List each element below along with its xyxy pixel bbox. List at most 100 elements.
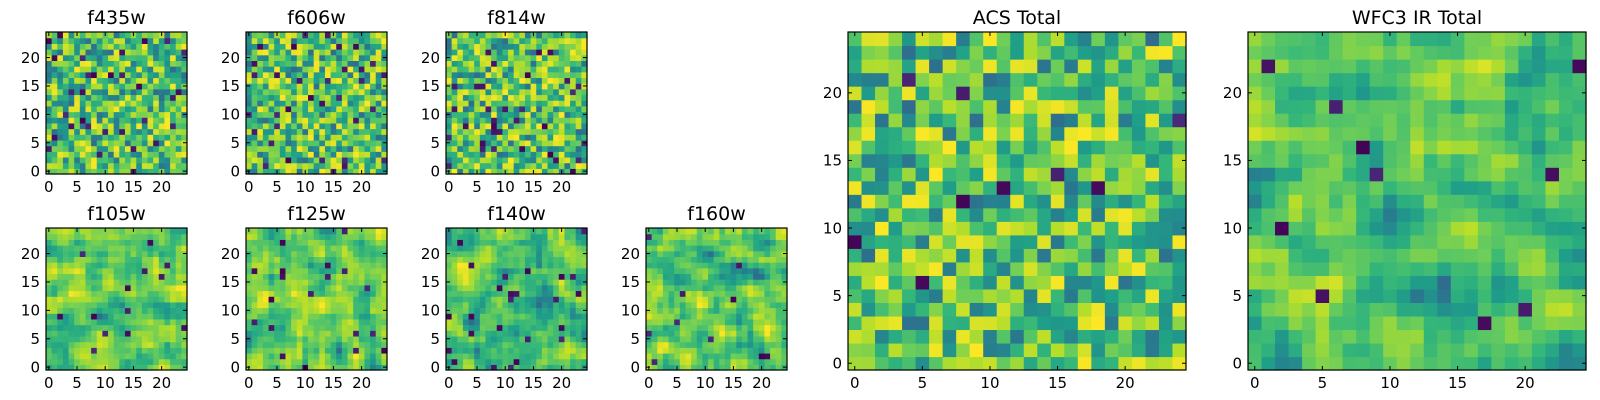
heatmap-cell bbox=[153, 117, 160, 124]
heatmap-cell bbox=[1050, 221, 1065, 236]
heatmap-cell bbox=[119, 54, 126, 61]
heatmap-cell bbox=[302, 341, 309, 348]
heatmap-cell bbox=[51, 71, 58, 79]
heatmap-cell bbox=[558, 60, 566, 67]
heatmap-cell bbox=[319, 71, 326, 79]
heatmap-cell bbox=[915, 167, 930, 182]
heatmap-cell bbox=[147, 347, 154, 354]
heatmap-cell bbox=[124, 117, 132, 124]
heatmap-cell bbox=[519, 358, 526, 365]
heatmap-cell bbox=[581, 128, 588, 135]
heatmap-cell bbox=[491, 134, 498, 141]
heatmap-cell bbox=[474, 43, 481, 50]
heatmap-cell bbox=[575, 233, 582, 240]
heatmap-cell bbox=[536, 301, 543, 309]
heatmap-cell bbox=[108, 233, 115, 240]
heatmap-cell bbox=[141, 267, 149, 275]
axes-frame bbox=[45, 31, 188, 175]
heatmap-cell bbox=[942, 342, 957, 358]
heatmap-cell bbox=[85, 352, 92, 360]
heatmap-cell bbox=[319, 94, 326, 101]
heatmap-cell bbox=[508, 347, 515, 354]
heatmap-cell bbox=[113, 32, 120, 39]
heatmap-cell bbox=[668, 307, 675, 314]
heatmap-cell bbox=[62, 145, 70, 152]
heatmap-cell bbox=[530, 347, 537, 354]
heatmap-cell bbox=[147, 156, 154, 164]
heatmap-cell bbox=[147, 352, 154, 360]
heatmap-cell bbox=[730, 256, 737, 263]
heatmap-cell bbox=[553, 37, 560, 44]
heatmap-cell bbox=[175, 318, 182, 326]
heatmap-cell bbox=[1145, 329, 1160, 344]
heatmap-cell bbox=[291, 301, 298, 309]
heatmap-cell bbox=[462, 245, 470, 252]
heatmap-cell bbox=[158, 347, 166, 354]
heatmap-cell bbox=[257, 94, 264, 101]
heatmap-cell bbox=[291, 335, 298, 343]
heatmap-cell bbox=[956, 288, 971, 303]
heatmap-cell bbox=[175, 77, 182, 84]
heatmap-cell bbox=[96, 49, 103, 56]
heatmap-cell bbox=[983, 261, 998, 276]
heatmap-cell bbox=[158, 117, 166, 124]
heatmap-cell bbox=[564, 32, 571, 39]
heatmap-cell bbox=[741, 233, 749, 240]
heatmap-cell bbox=[141, 49, 149, 56]
heatmap-cell bbox=[46, 233, 53, 240]
heatmap-cell bbox=[462, 335, 470, 343]
heatmap-cell bbox=[141, 139, 149, 147]
heatmap-cell bbox=[364, 341, 371, 348]
heatmap-cell bbox=[496, 71, 503, 79]
heatmap-cell bbox=[468, 318, 475, 326]
heatmap-cell bbox=[296, 352, 303, 360]
heatmap-cell bbox=[702, 313, 709, 320]
heatmap-cell bbox=[530, 94, 537, 101]
heatmap-cell bbox=[719, 352, 726, 360]
heatmap-cell bbox=[375, 273, 382, 280]
heatmap-cell bbox=[730, 341, 737, 348]
heatmap-cell bbox=[96, 105, 103, 113]
x-tick-label: 15 bbox=[724, 374, 743, 392]
heatmap-cell bbox=[257, 134, 264, 141]
heatmap-cell bbox=[119, 239, 126, 246]
heatmap-cell bbox=[381, 284, 388, 292]
heatmap-cell bbox=[124, 364, 132, 371]
heatmap-cell bbox=[570, 105, 577, 113]
heatmap-cell bbox=[541, 88, 549, 96]
heatmap-cell bbox=[575, 245, 582, 252]
heatmap-cell bbox=[775, 267, 782, 275]
heatmap-cell bbox=[136, 60, 143, 67]
heatmap-cell bbox=[57, 83, 64, 90]
heatmap-cell bbox=[257, 239, 264, 246]
heatmap-cell bbox=[158, 100, 166, 107]
heatmap-cell bbox=[564, 128, 571, 135]
heatmap-cell bbox=[741, 324, 749, 331]
heatmap-cell bbox=[130, 245, 137, 252]
heatmap-cell bbox=[153, 128, 160, 135]
heatmap-cell bbox=[553, 32, 560, 39]
heatmap-cell bbox=[330, 111, 337, 118]
heatmap-cell bbox=[708, 256, 715, 263]
heatmap-cell bbox=[108, 228, 115, 235]
heatmap-cell bbox=[719, 313, 726, 320]
heatmap-cell bbox=[457, 60, 464, 67]
heatmap-cell bbox=[364, 262, 371, 269]
heatmap-cell bbox=[781, 341, 788, 348]
heatmap-cell bbox=[547, 341, 554, 348]
heatmap-cell bbox=[541, 94, 549, 101]
heatmap-cell bbox=[164, 49, 171, 56]
heatmap-cell bbox=[96, 43, 103, 50]
heatmap-cell bbox=[657, 296, 664, 303]
heatmap-cell bbox=[130, 307, 137, 314]
x-tick-label: 5 bbox=[272, 374, 282, 392]
heatmap-cell bbox=[170, 262, 177, 269]
heatmap-cell bbox=[341, 301, 349, 309]
heatmap-cell bbox=[330, 335, 337, 343]
heatmap-cell bbox=[285, 313, 292, 320]
heatmap-cell bbox=[136, 335, 143, 343]
heatmap-cell bbox=[262, 94, 270, 101]
heatmap-cell bbox=[547, 228, 554, 235]
heatmap-cell bbox=[491, 347, 498, 354]
heatmap-cell bbox=[446, 245, 453, 252]
